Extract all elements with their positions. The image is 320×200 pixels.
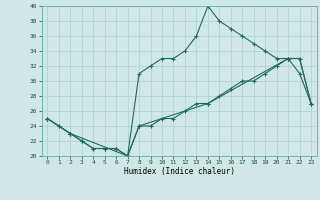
X-axis label: Humidex (Indice chaleur): Humidex (Indice chaleur) bbox=[124, 167, 235, 176]
